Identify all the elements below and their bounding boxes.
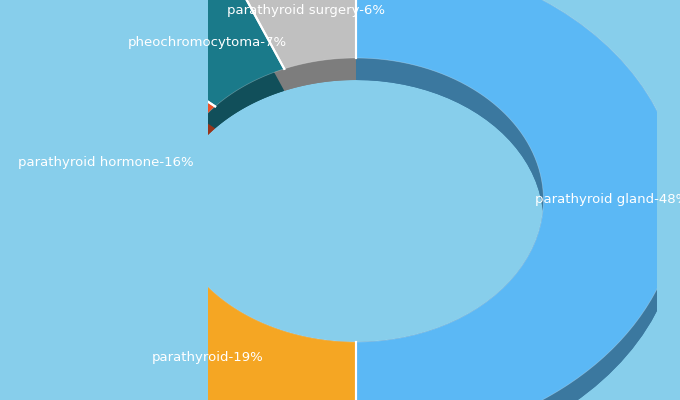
Polygon shape: [179, 246, 356, 364]
Polygon shape: [50, 279, 356, 400]
Polygon shape: [33, 38, 113, 301]
Polygon shape: [113, 0, 284, 106]
Polygon shape: [233, 0, 356, 91]
Polygon shape: [169, 106, 215, 268]
Text: parathyroid hormone-16%: parathyroid hormone-16%: [18, 156, 193, 169]
Polygon shape: [215, 69, 284, 128]
Polygon shape: [233, 0, 356, 69]
Polygon shape: [356, 58, 543, 364]
Polygon shape: [50, 246, 356, 400]
Polygon shape: [356, 0, 679, 400]
Polygon shape: [356, 0, 679, 400]
Polygon shape: [113, 0, 284, 128]
Polygon shape: [284, 58, 356, 91]
Text: pheochromocytoma-7%: pheochromocytoma-7%: [128, 36, 287, 49]
Polygon shape: [113, 0, 233, 60]
Polygon shape: [33, 38, 215, 279]
Text: parathyroid-19%: parathyroid-19%: [152, 351, 263, 364]
Polygon shape: [356, 0, 679, 400]
Polygon shape: [50, 268, 356, 400]
Text: parathyroid surgery-6%: parathyroid surgery-6%: [227, 4, 385, 17]
Text: parathyroid gland-48%: parathyroid gland-48%: [534, 194, 680, 206]
Polygon shape: [33, 60, 215, 301]
